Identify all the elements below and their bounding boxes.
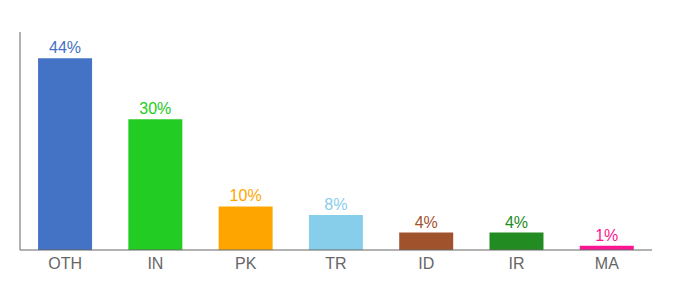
svg-text:MA: MA: [595, 255, 619, 272]
svg-text:ID: ID: [418, 255, 434, 272]
svg-text:TR: TR: [325, 255, 346, 272]
svg-text:OTH: OTH: [48, 255, 82, 272]
svg-text:IN: IN: [147, 255, 163, 272]
svg-text:1%: 1%: [595, 227, 618, 244]
svg-text:4%: 4%: [415, 214, 438, 231]
svg-text:8%: 8%: [324, 196, 347, 213]
svg-text:10%: 10%: [230, 187, 262, 204]
svg-text:30%: 30%: [139, 100, 171, 117]
svg-text:44%: 44%: [49, 39, 81, 56]
svg-text:4%: 4%: [505, 214, 528, 231]
svg-text:IR: IR: [509, 255, 525, 272]
svg-text:PK: PK: [235, 255, 257, 272]
